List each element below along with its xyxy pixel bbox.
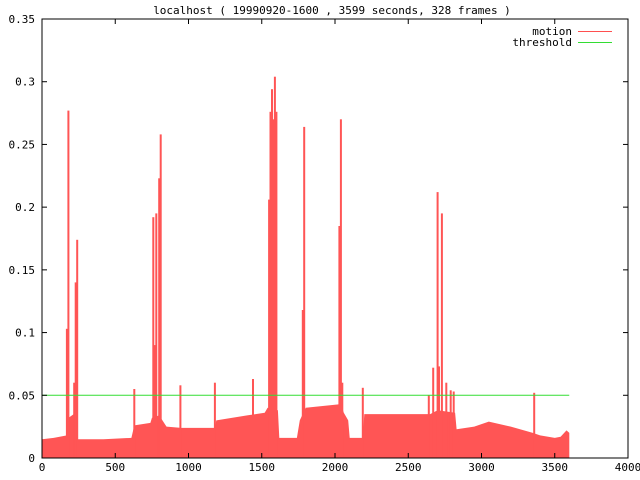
x-tick-label: 2500 [395,461,422,474]
x-axis: 0 500 1000 1500 2000 2500 3000 3500 4000 [39,19,640,474]
x-tick-label: 4000 [615,461,640,474]
motion-spike [438,366,440,458]
motion-spike [445,382,448,458]
legend: motion threshold [512,25,612,49]
x-tick-label: 500 [105,461,125,474]
motion-spike [432,367,435,458]
motion-spike [272,119,275,459]
y-tick-label: 0.15 [9,264,36,277]
x-tick-label: 0 [39,461,46,474]
motion-spike [339,119,342,459]
y-tick-label: 0.1 [15,327,35,340]
motion-spike [74,282,77,458]
motion-spike [152,217,155,458]
motion-spike [338,226,341,458]
y-tick-label: 0.25 [9,138,36,151]
motion-spike [269,111,272,459]
motion-spike [213,382,216,458]
motion-area [42,404,570,458]
motion-spike [252,379,254,458]
y-tick-label: 0.2 [15,201,35,214]
motion-spike [179,385,182,458]
y-tick-label: 0 [28,452,35,465]
x-tick-label: 1000 [175,461,202,474]
motion-spike [533,392,536,458]
motion-spike [65,328,68,458]
motion-spike [133,389,136,458]
motion-spike [155,213,158,458]
motion-spike [275,111,278,459]
y-tick-label: 0.05 [9,389,36,402]
motion-spike [158,178,161,459]
motion-spike [273,76,276,458]
motion-spike [271,89,273,458]
motion-spike [67,110,70,458]
motion-spike [436,192,439,458]
motion-spike [73,382,76,458]
motion-spike [440,213,443,458]
motion-spike [76,239,79,458]
chart-title: localhost ( 19990920-1600 , 3599 seconds… [153,4,511,17]
x-tick-label: 1500 [249,461,276,474]
motion-spike [341,382,344,458]
motion-spike [361,387,364,458]
motion-spike [427,395,430,458]
motion-series [42,76,570,459]
motion-spike [303,126,306,459]
legend-label-threshold: threshold [512,36,572,49]
plot-area [42,76,570,459]
y-tick-label: 0.3 [15,76,35,89]
motion-spike [159,134,162,458]
x-tick-label: 3000 [468,461,495,474]
plot-frame [41,18,629,459]
y-tick-label: 0.35 [9,13,36,26]
x-tick-label: 3500 [542,461,569,474]
y-axis: 0 0.05 0.1 0.15 0.2 0.25 0.3 0.35 [9,13,628,465]
motion-spike [268,199,271,458]
motion-spike [153,345,156,458]
motion-spike [449,390,452,458]
legend-label-motion: motion [532,25,572,38]
motion-spike [301,310,304,458]
motion-spike [452,391,455,458]
x-tick-label: 2000 [322,461,349,474]
